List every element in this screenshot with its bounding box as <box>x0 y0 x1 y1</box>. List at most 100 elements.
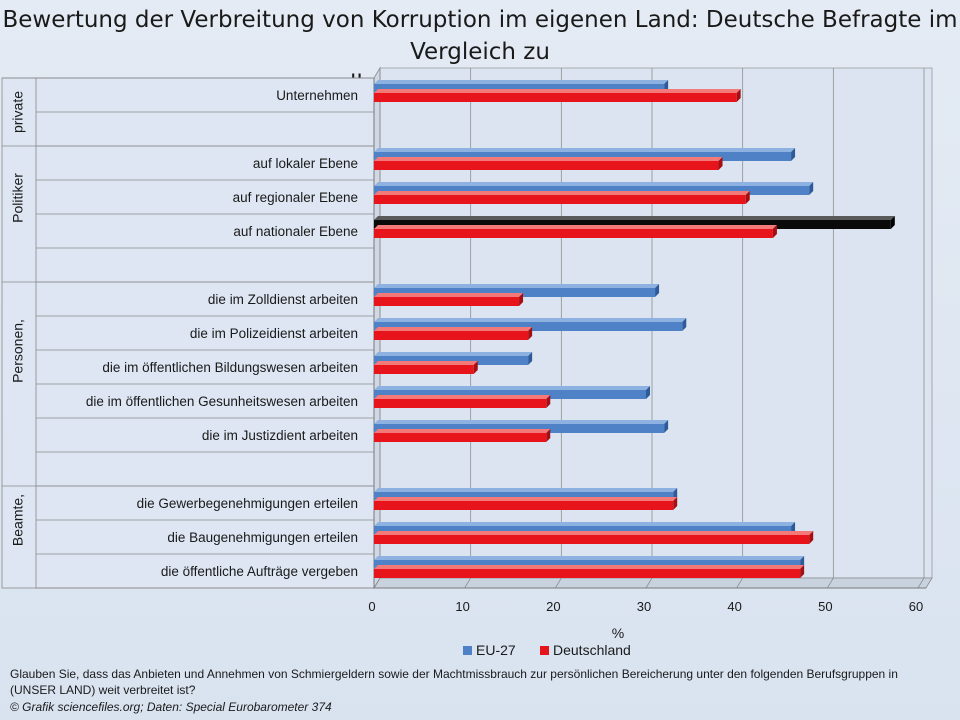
bar-deutschland-face <box>374 331 529 340</box>
legend-swatch <box>463 646 472 655</box>
bar-eu27-face <box>374 390 646 399</box>
bar-deutschland-end <box>673 497 678 510</box>
category-label: auf lokaler Ebene <box>253 156 358 171</box>
category-label: die im Justizdient arbeiten <box>202 428 358 443</box>
bar-eu27-top <box>374 488 678 492</box>
x-tick-label: 40 <box>727 599 741 614</box>
bar-deutschland-face <box>374 365 474 374</box>
bar-deutschland <box>374 225 777 238</box>
gridline-floor <box>736 577 744 589</box>
bar-eu27 <box>374 182 814 195</box>
bar-eu27-face <box>374 526 792 535</box>
bar-deutschland-end <box>546 395 551 408</box>
bar-deutschland-top <box>374 531 814 535</box>
x-tick-label: 30 <box>637 599 651 614</box>
bar-deutschland-face <box>374 501 674 510</box>
bar-deutschland-top <box>374 395 551 399</box>
bar-eu27 <box>374 352 533 365</box>
bar-eu27-end <box>809 182 814 195</box>
bar-eu27-top <box>374 522 796 526</box>
category-label: die im öffentlichen Bildungswesen arbeit… <box>102 360 358 375</box>
bar-eu27-face <box>374 356 529 365</box>
bar-eu27-end <box>791 148 796 161</box>
bar-eu27-top <box>374 318 687 322</box>
gridline-floor <box>464 577 472 589</box>
bar-deutschland-end <box>546 429 551 442</box>
bar-deutschland <box>374 429 551 442</box>
bar-deutschland <box>374 531 814 544</box>
bar-eu27-face <box>374 322 683 331</box>
group-label: Politiker <box>10 173 26 223</box>
bar-deutschland-end <box>519 293 524 306</box>
category-label: die im öffentlichen Gesunheitswesen arbe… <box>86 394 358 409</box>
bar-deutschland-top <box>374 191 750 195</box>
bar-eu27-face <box>374 492 674 501</box>
bar-deutschland-top <box>374 293 524 297</box>
legend-swatch <box>540 646 549 655</box>
bar-eu27-end <box>664 420 669 433</box>
plot-floor <box>373 577 933 589</box>
bar-eu27-end <box>528 352 533 365</box>
bar-deutschland <box>374 395 551 408</box>
bar-eu27 <box>374 216 895 229</box>
gridline-floor <box>917 577 925 589</box>
bar-eu27-end <box>646 386 650 399</box>
category-label: Unternehmen <box>276 88 358 103</box>
bar-eu27 <box>374 386 650 399</box>
bar-eu27-top <box>374 148 796 152</box>
category-label: auf regionaler Ebene <box>233 190 358 205</box>
bar-deutschland <box>374 565 805 578</box>
bar-eu27-end <box>682 318 687 331</box>
category-label: die Baugenehmigungen erteilen <box>167 530 358 545</box>
bar-eu27 <box>374 420 669 433</box>
x-tick-label: 50 <box>818 599 832 614</box>
x-tick-label: 10 <box>455 599 469 614</box>
bar-deutschland-top <box>374 497 678 501</box>
group-label: Personen, <box>10 319 26 383</box>
bar-eu27 <box>374 318 687 331</box>
bar-deutschland <box>374 327 533 340</box>
bar-deutschland-end <box>809 531 814 544</box>
bar-deutschland <box>374 361 478 374</box>
bar-deutschland-end <box>745 191 750 204</box>
bar-eu27 <box>374 148 796 161</box>
bar-eu27-face <box>374 288 656 297</box>
bar-deutschland-top <box>374 225 777 229</box>
bar-eu27-top <box>374 386 650 390</box>
bar-deutschland-end <box>473 361 478 374</box>
bar-deutschland-face <box>374 195 746 204</box>
bar-deutschland <box>374 89 741 102</box>
bar-eu27-top <box>374 352 533 356</box>
group-label: private <box>10 91 26 133</box>
bar-deutschland-top <box>374 89 741 93</box>
bar-deutschland <box>374 497 678 510</box>
bar-eu27-end <box>890 216 895 229</box>
bar-deutschland <box>374 191 750 204</box>
gridline-floor <box>826 577 834 589</box>
bar-deutschland-face <box>374 161 719 170</box>
bar-deutschland <box>374 293 524 306</box>
bar-deutschland-end <box>772 225 777 238</box>
category-label: die öffentliche Aufträge vergeben <box>161 564 358 579</box>
bar-deutschland-end <box>718 157 723 170</box>
bar-eu27-top <box>374 556 805 560</box>
bar-eu27-face <box>374 424 665 433</box>
x-tick-label: 60 <box>909 599 923 614</box>
legend-label: EU-27 <box>476 642 516 658</box>
bar-deutschland-end <box>528 327 533 340</box>
bar-deutschland-end <box>736 89 741 102</box>
bar-eu27-face <box>374 152 792 161</box>
bar-deutschland-top <box>374 157 723 161</box>
chart-title-line-1: Bewertung der Verbreitung von Korruption… <box>2 7 958 65</box>
bar-deutschland-top <box>374 361 478 365</box>
bar-deutschland-face <box>374 569 801 578</box>
question-caption: Glauben Sie, dass das Anbieten und Anneh… <box>10 667 898 697</box>
bar-deutschland-top <box>374 429 551 433</box>
bar-eu27 <box>374 284 660 297</box>
source-credit: © Grafik sciencefiles.org; Daten: Specia… <box>10 700 332 714</box>
x-axis-title: % <box>612 625 624 641</box>
gridline-floor <box>645 577 653 589</box>
bar-eu27-top <box>374 80 669 84</box>
bar-deutschland-face <box>374 93 737 102</box>
